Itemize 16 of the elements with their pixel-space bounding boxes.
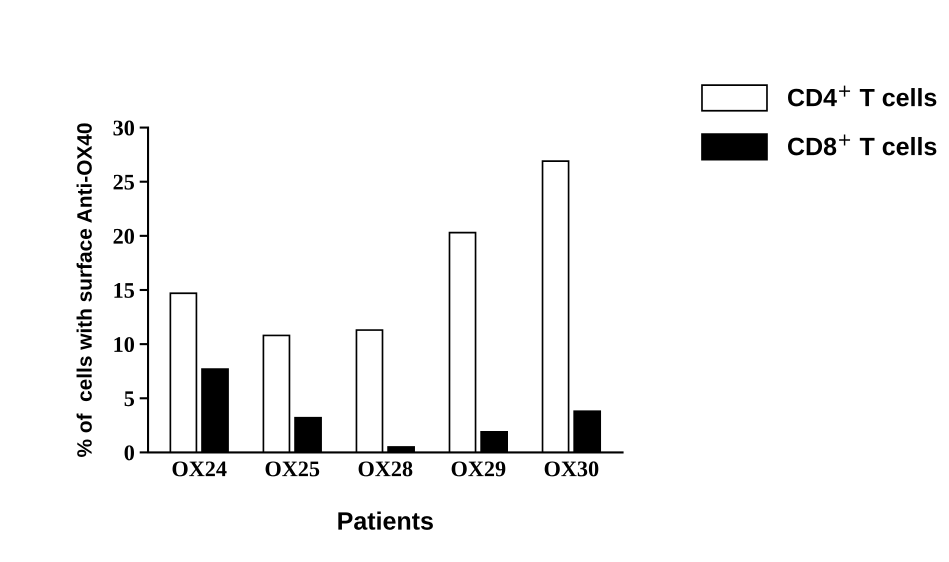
y-tick-label: 25 <box>114 174 134 190</box>
y-tick-label: 30 <box>113 120 134 136</box>
y-tick-label: 0 <box>124 445 134 460</box>
y-tick-label: 20 <box>114 228 134 244</box>
y-tick-label: 5 <box>124 391 134 406</box>
legend-label: CD8$^{+}$ T cells <box>788 134 936 156</box>
x-axis-title: Patients <box>338 511 433 530</box>
y-tick-label: 10 <box>114 337 134 352</box>
x-tick-label: OX30 <box>544 461 598 476</box>
x-tick-label: OX29 <box>452 461 506 476</box>
x-tick-label: OX24 <box>172 461 227 476</box>
x-tick-label: OX25 <box>266 461 320 476</box>
legend-label: CD4$^{+}$ T cells <box>788 86 936 106</box>
y-tick-label: 15 <box>114 283 134 298</box>
y-axis-title: % of cells with surface Anti-OX40 <box>76 123 92 457</box>
x-tick-label: OX28 <box>358 461 412 476</box>
